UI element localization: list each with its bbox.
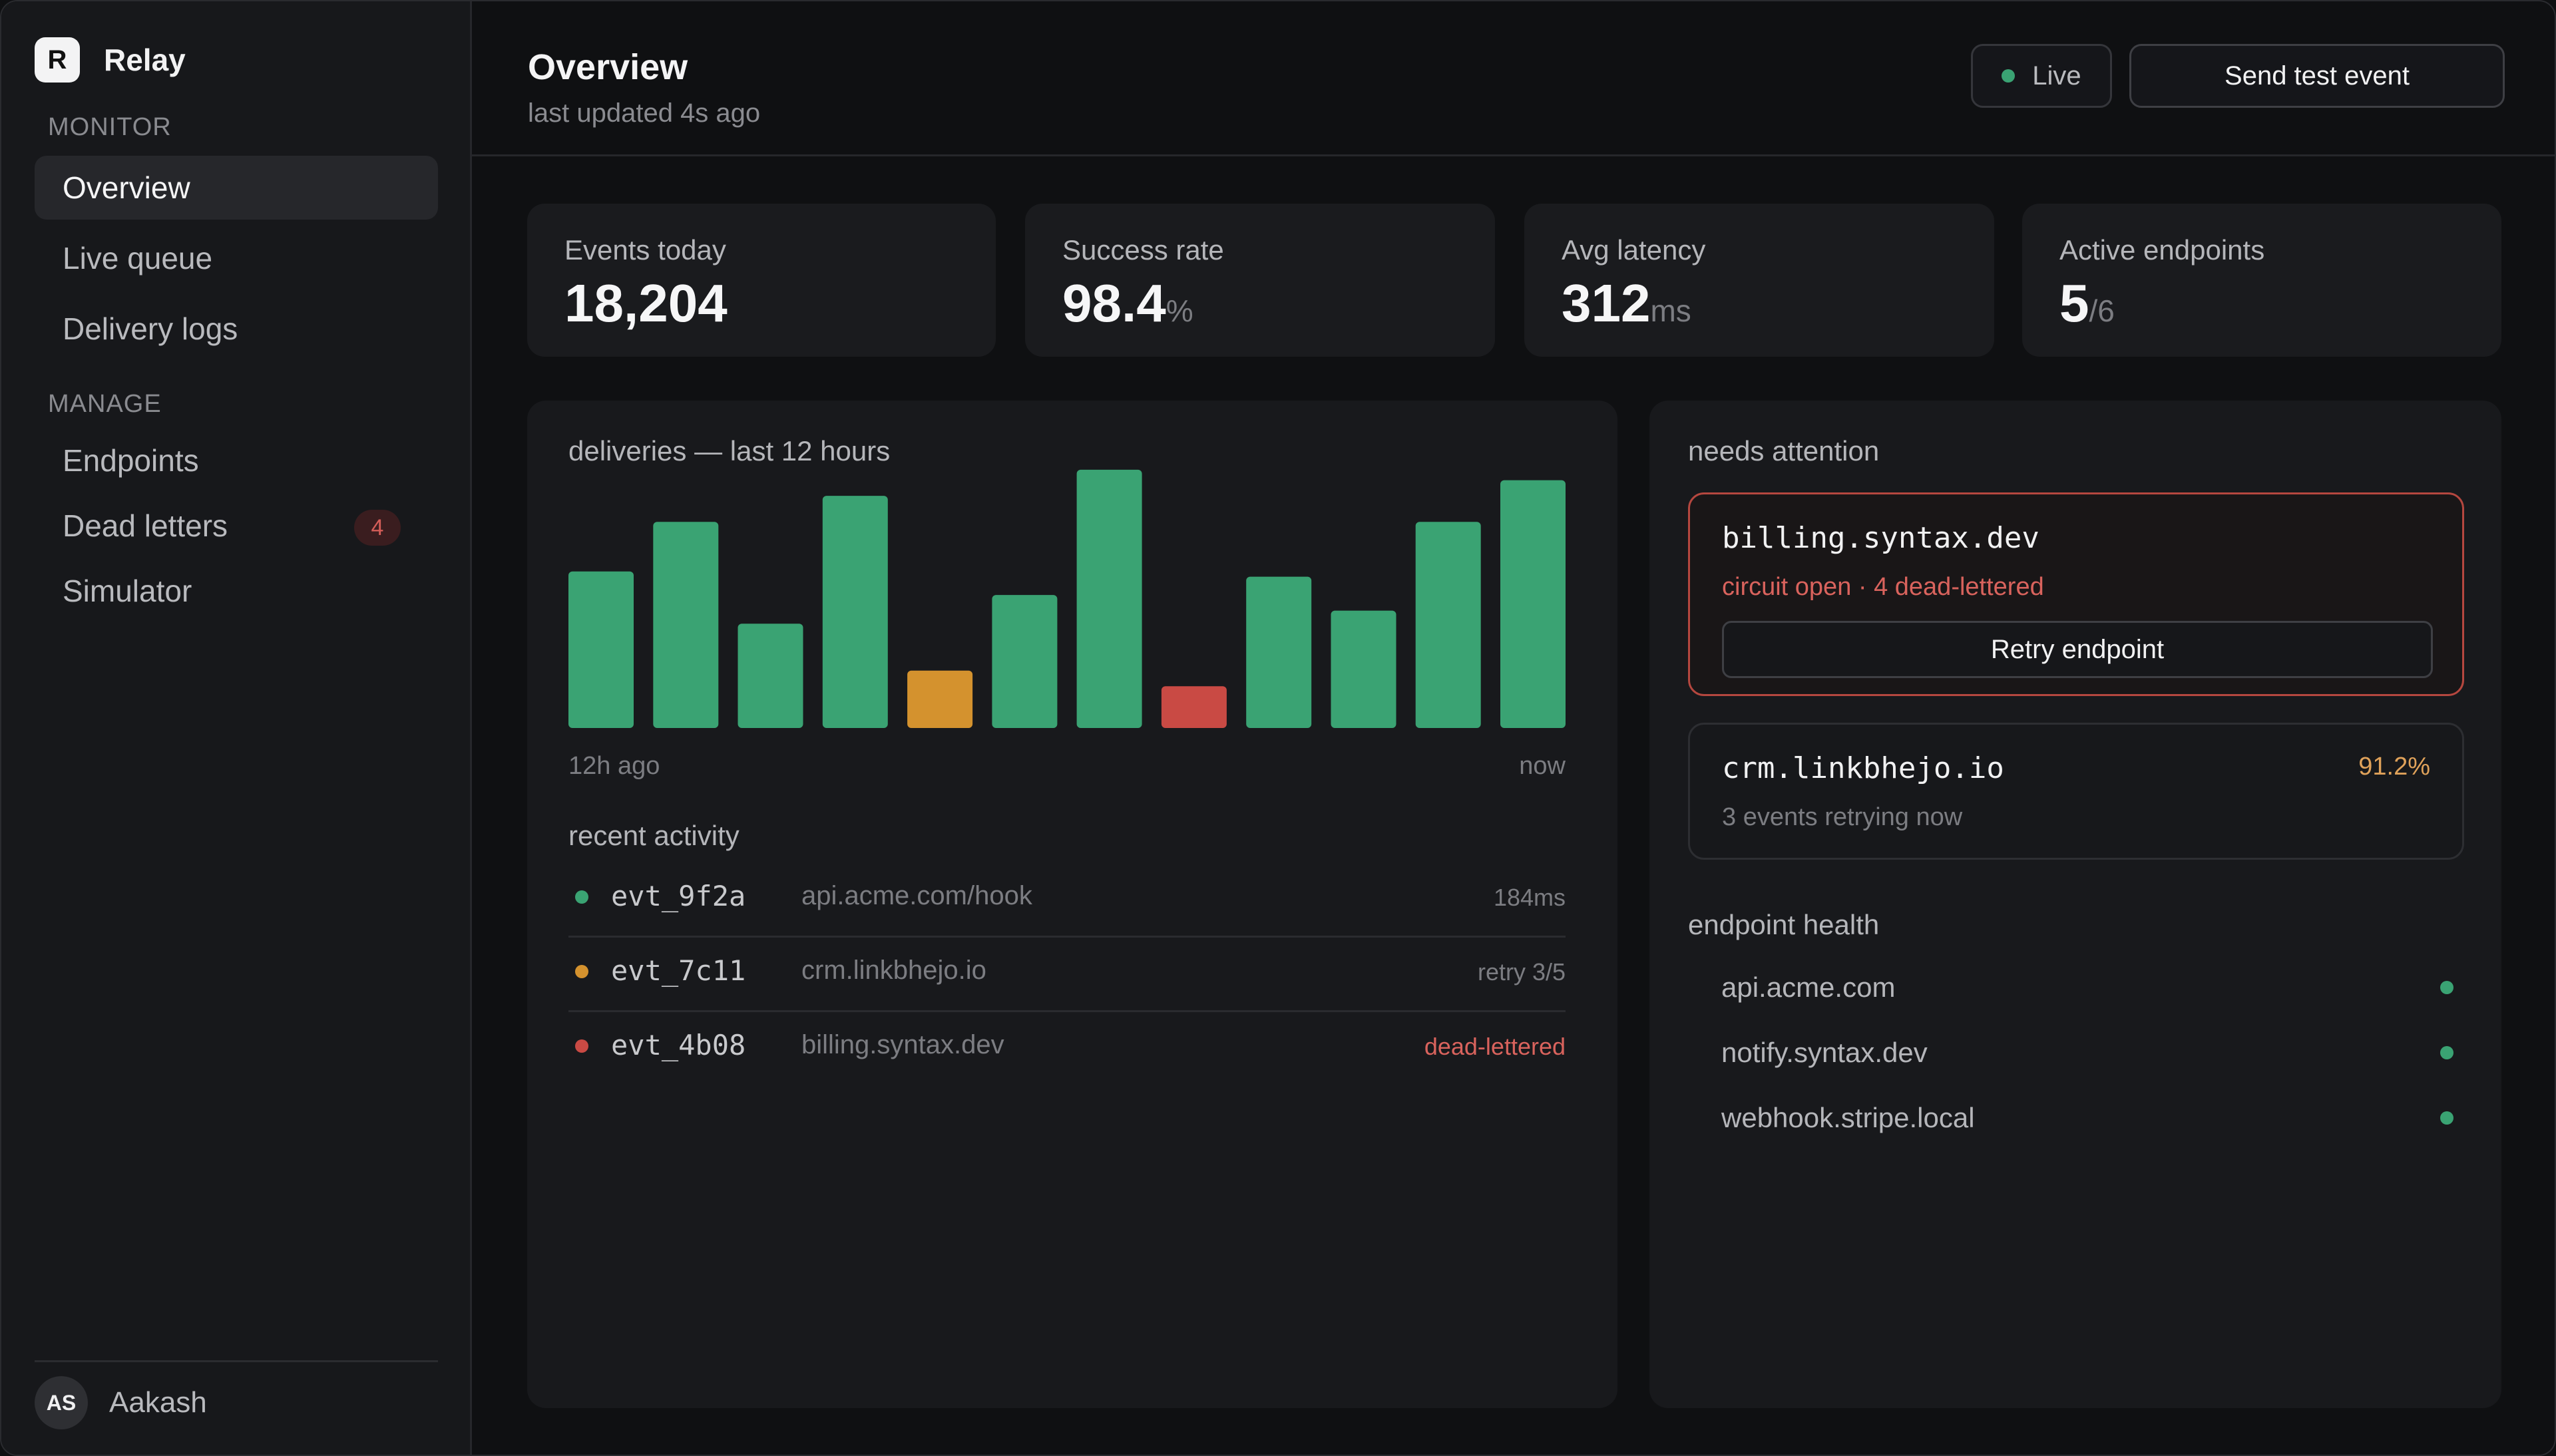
- retry-endpoint-button[interactable]: Retry endpoint: [1722, 621, 2433, 678]
- section-label-monitor: MONITOR: [48, 113, 172, 141]
- brand-logo: R: [35, 37, 80, 83]
- deliveries-panel: deliveries — last 12 hours 12h ago now r…: [527, 401, 1617, 1408]
- user-profile[interactable]: AS Aakash: [35, 1376, 207, 1429]
- user-name: Aakash: [109, 1386, 207, 1419]
- stat-value: 312ms: [1562, 273, 1691, 333]
- sidebar-item-endpoints[interactable]: Endpoints: [35, 429, 438, 492]
- stat-card-avg-latency: Avg latency 312ms: [1524, 204, 1994, 357]
- chart-bar[interactable]: [653, 522, 719, 728]
- brand: R Relay: [35, 37, 186, 83]
- brand-name: Relay: [104, 43, 186, 77]
- endpoint-health-title: endpoint health: [1688, 909, 1880, 940]
- status-error-icon: [575, 1039, 588, 1053]
- deliveries-chart: [568, 469, 1566, 728]
- attention-card-crm[interactable]: crm.linkbhejo.io 91.2% 3 events retrying…: [1688, 723, 2464, 860]
- last-updated: last updated 4s ago: [528, 98, 761, 128]
- event-id: evt_9f2a: [611, 880, 746, 912]
- chart-bar[interactable]: [1331, 610, 1396, 728]
- chart-bar[interactable]: [738, 624, 803, 728]
- health-host: notify.syntax.dev: [1721, 1037, 1928, 1068]
- sidebar-item-overview[interactable]: Overview: [35, 156, 438, 220]
- dead-letters-badge: 4: [354, 510, 401, 546]
- event-host: crm.linkbhejo.io: [801, 956, 986, 985]
- attention-panel: needs attention billing.syntax.dev circu…: [1649, 401, 2501, 1408]
- health-row[interactable]: webhook.stripe.local: [1721, 1097, 2453, 1137]
- stat-card-active-endpoints: Active endpoints 5/6: [2022, 204, 2501, 357]
- stat-value: 18,204: [564, 273, 728, 333]
- send-test-event-button[interactable]: Send test event: [2129, 44, 2505, 108]
- stat-card-success-rate: Success rate 98.4%: [1025, 204, 1495, 357]
- sidebar-item-label: Dead letters: [63, 508, 228, 543]
- sidebar: R Relay MONITOR Overview Live queue Deli…: [1, 1, 472, 1455]
- activity-row[interactable]: evt_7c11 crm.linkbhejo.io retry 3/5: [568, 936, 1566, 1012]
- event-id: evt_4b08: [611, 1029, 746, 1061]
- chart-bar[interactable]: [1161, 686, 1227, 728]
- stat-value: 5/6: [2059, 273, 2115, 333]
- live-status-icon: [2002, 69, 2016, 83]
- health-status-icon: [2440, 981, 2453, 994]
- live-label: Live: [2032, 61, 2081, 91]
- deliveries-title: deliveries — last 12 hours: [568, 435, 891, 466]
- event-meta: retry 3/5: [1477, 958, 1566, 986]
- x-axis-start-label: 12h ago: [568, 752, 660, 780]
- sidebar-item-label: Delivery logs: [63, 311, 238, 346]
- chart-bar[interactable]: [822, 496, 888, 728]
- sidebar-item-label: Simulator: [63, 574, 192, 608]
- chart-bar[interactable]: [992, 595, 1058, 728]
- health-row[interactable]: api.acme.com: [1721, 966, 2453, 1006]
- attention-rate: 91.2%: [2358, 753, 2430, 781]
- health-status-icon: [2440, 1046, 2453, 1059]
- attention-status: circuit open · 4 dead-lettered: [1722, 573, 2044, 601]
- header: Overview last updated 4s ago Live Send t…: [472, 1, 2555, 156]
- live-toggle-button[interactable]: Live: [1971, 44, 2112, 108]
- sidebar-item-label: Endpoints: [63, 443, 199, 478]
- needs-attention-title: needs attention: [1688, 435, 1880, 466]
- health-status-icon: [2440, 1111, 2453, 1125]
- stat-label: Active endpoints: [2059, 234, 2265, 266]
- sidebar-item-simulator[interactable]: Simulator: [35, 559, 438, 623]
- event-meta: dead-lettered: [1424, 1033, 1566, 1060]
- sidebar-item-label: Overview: [63, 170, 190, 205]
- chart-bar[interactable]: [1415, 522, 1481, 728]
- status-warning-icon: [575, 965, 588, 978]
- attention-status: 3 events retrying now: [1722, 803, 1963, 831]
- chart-bar[interactable]: [907, 670, 973, 728]
- stat-label: Success rate: [1062, 234, 1224, 266]
- event-id: evt_7c11: [611, 954, 746, 987]
- chart-bar[interactable]: [1500, 480, 1566, 728]
- status-success-icon: [575, 890, 588, 904]
- health-host: api.acme.com: [1721, 972, 1896, 1003]
- chart-bar[interactable]: [1076, 469, 1142, 728]
- health-host: webhook.stripe.local: [1721, 1102, 1975, 1133]
- stat-card-events-today: Events today 18,204: [527, 204, 996, 357]
- activity-row[interactable]: evt_4b08 billing.syntax.dev dead-lettere…: [568, 1010, 1566, 1085]
- health-row[interactable]: notify.syntax.dev: [1721, 1031, 2453, 1071]
- attention-card-billing: billing.syntax.dev circuit open · 4 dead…: [1688, 492, 2464, 696]
- sidebar-divider: [35, 1360, 438, 1362]
- chart-bar[interactable]: [568, 571, 634, 728]
- avatar: AS: [35, 1376, 88, 1429]
- section-label-manage: MANAGE: [48, 390, 162, 418]
- stat-value: 98.4%: [1062, 273, 1193, 333]
- page-title: Overview: [528, 47, 688, 87]
- event-host: api.acme.com/hook: [801, 881, 1032, 910]
- sidebar-item-dead-letters[interactable]: Dead letters 4: [35, 494, 438, 558]
- x-axis-end-label: now: [1519, 752, 1566, 780]
- event-host: billing.syntax.dev: [801, 1030, 1004, 1059]
- recent-activity-title: recent activity: [568, 820, 740, 851]
- sidebar-item-live-queue[interactable]: Live queue: [35, 226, 438, 290]
- attention-host: crm.linkbhejo.io: [1722, 751, 2004, 785]
- sidebar-item-delivery-logs[interactable]: Delivery logs: [35, 297, 438, 361]
- chart-bar[interactable]: [1246, 576, 1312, 728]
- stat-label: Avg latency: [1562, 234, 1706, 266]
- event-meta: 184ms: [1493, 884, 1566, 911]
- activity-row[interactable]: evt_9f2a api.acme.com/hook 184ms: [568, 861, 1566, 938]
- attention-host: billing.syntax.dev: [1722, 521, 2039, 555]
- stat-label: Events today: [564, 234, 726, 266]
- sidebar-item-label: Live queue: [63, 241, 213, 275]
